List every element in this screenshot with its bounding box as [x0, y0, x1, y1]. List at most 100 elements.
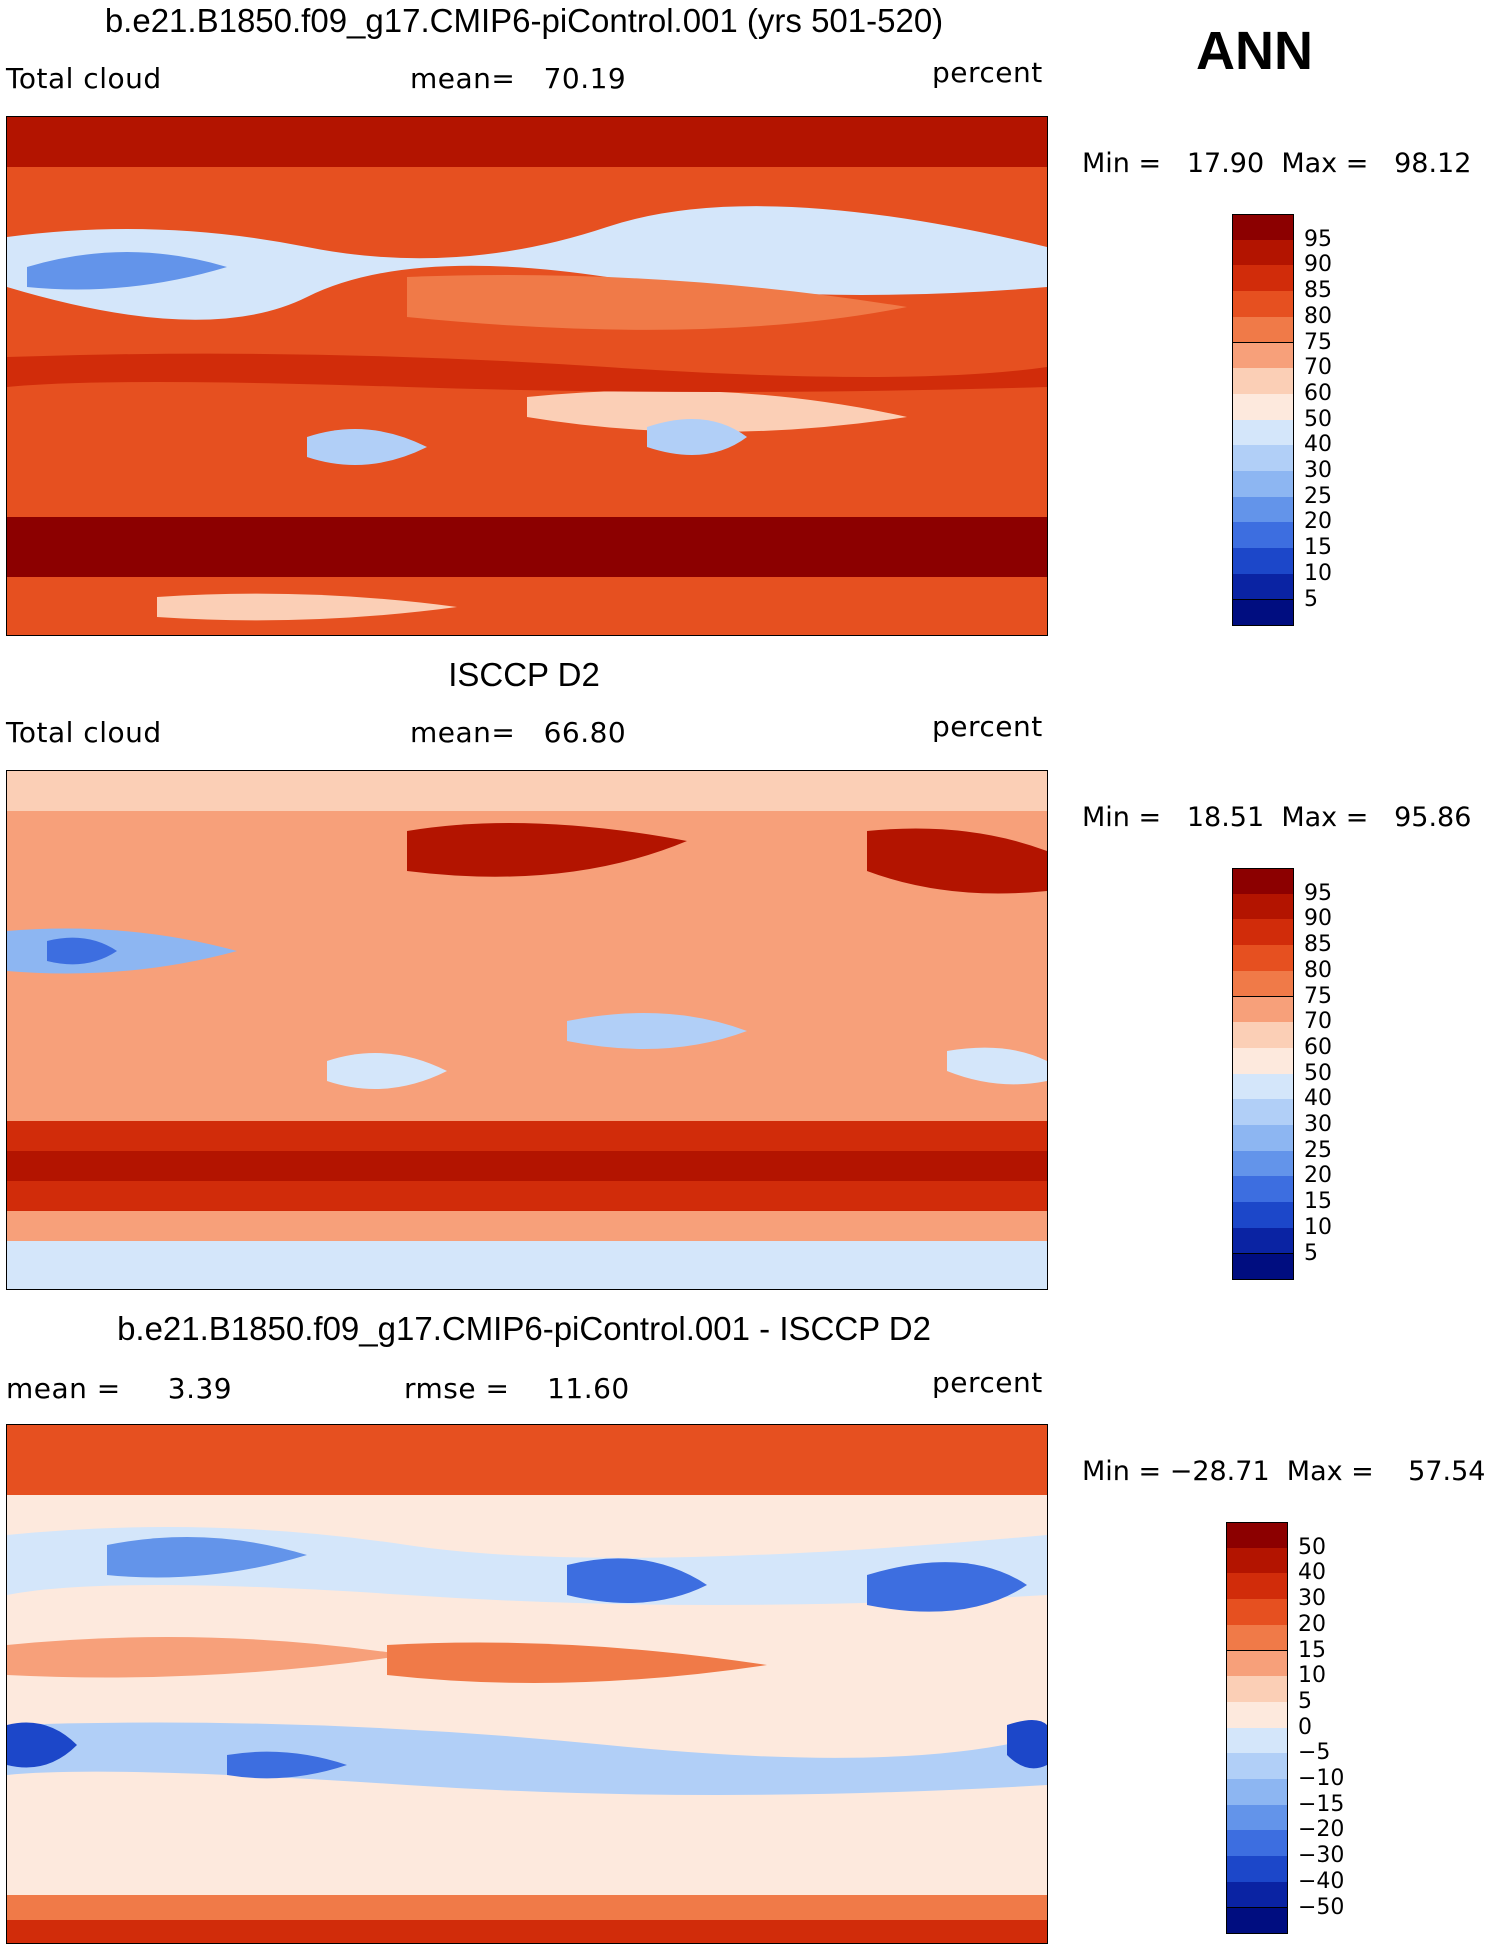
- colorbar-box: [1226, 1624, 1288, 1652]
- colorbar-tick-label: 40: [1304, 1086, 1332, 1112]
- panel2-units-label: percent: [932, 710, 1043, 743]
- colorbar-tick-label: 90: [1304, 906, 1332, 932]
- colorbar-box: [1232, 214, 1294, 242]
- colorbar-tick-label: 20: [1304, 1163, 1332, 1189]
- colorbar-tick-label: 25: [1304, 1137, 1332, 1163]
- panel3-contour-field: [7, 1425, 1047, 1943]
- colorbar-box: [1232, 265, 1294, 293]
- colorbar-box: [1232, 1253, 1294, 1281]
- colorbar-tick-label: 60: [1304, 1034, 1332, 1060]
- colorbar-tick-label: 5: [1304, 586, 1318, 612]
- colorbar-box: [1226, 1727, 1288, 1755]
- colorbar-tick-label: 70: [1304, 355, 1332, 381]
- colorbar-tick-label: 75: [1304, 329, 1332, 355]
- panel3-rmse-label: rmse = 11.60: [404, 1372, 630, 1405]
- panel1-contour-field: [7, 117, 1047, 635]
- panel2-title: ISCCP D2: [448, 656, 600, 693]
- colorbar-box: [1226, 1676, 1288, 1703]
- colorbar-tick-label: −40: [1298, 1868, 1345, 1894]
- panel1-minmax: Min = 17.90 Max = 98.12: [1082, 148, 1472, 179]
- colorbar-box: [1232, 471, 1294, 498]
- colorbar-box: [1226, 1599, 1288, 1626]
- colorbar-box: [1232, 599, 1294, 627]
- colorbar-box: [1232, 1202, 1294, 1229]
- panel1-mean-label: mean= 70.19: [410, 62, 627, 95]
- colorbar-tick-label: 20: [1298, 1611, 1326, 1637]
- colorbar-tick-label: −30: [1298, 1843, 1345, 1869]
- colorbar-box: [1226, 1701, 1288, 1729]
- colorbar-tick-label: 25: [1304, 483, 1332, 509]
- panel1-variable-label: Total cloud: [6, 62, 162, 95]
- colorbar-tick-label: 30: [1304, 458, 1332, 483]
- colorbar-tick-label: 5: [1298, 1688, 1312, 1714]
- colorbar-box: [1226, 1779, 1288, 1806]
- colorbar-box: [1226, 1547, 1288, 1575]
- colorbar-tick-label: 10: [1304, 1214, 1332, 1240]
- colorbar-tick-label: 10: [1304, 560, 1332, 586]
- colorbar-box: [1232, 239, 1294, 267]
- colorbar-tick-label: 80: [1304, 957, 1332, 983]
- panel3-units-label: percent: [932, 1366, 1043, 1399]
- panel1-map: [6, 116, 1048, 636]
- panel1-units-label: percent: [932, 56, 1043, 89]
- colorbar-box: [1226, 1907, 1288, 1935]
- colorbar-box: [1232, 573, 1294, 601]
- colorbar-tick-label: 95: [1304, 880, 1332, 906]
- colorbar-box: [1226, 1753, 1288, 1780]
- colorbar-tick-label: 70: [1304, 1009, 1332, 1035]
- colorbar-box: [1232, 496, 1294, 524]
- colorbar-tick-label: 80: [1304, 303, 1332, 329]
- colorbar-tick-label: 60: [1304, 380, 1332, 406]
- colorbar-box: [1226, 1522, 1288, 1550]
- colorbar-box: [1226, 1573, 1288, 1601]
- colorbar-tick-label: −5: [1298, 1740, 1331, 1766]
- colorbar-box: [1226, 1650, 1288, 1678]
- colorbar-tick-label: 10: [1298, 1663, 1326, 1689]
- colorbar-box: [1232, 1150, 1294, 1178]
- colorbar-tick-label: 5: [1304, 1240, 1318, 1266]
- colorbar-box: [1232, 522, 1294, 550]
- colorbar-box: [1232, 1022, 1294, 1049]
- colorbar-box: [1226, 1830, 1288, 1858]
- panel3-title: b.e21.B1850.f09_g17.CMIP6-piControl.001 …: [117, 1310, 931, 1347]
- colorbar-tick-label: −10: [1298, 1766, 1345, 1791]
- colorbar-box: [1232, 368, 1294, 395]
- panel3-mean-label: mean = 3.39: [6, 1372, 233, 1405]
- colorbar-tick-label: 40: [1304, 432, 1332, 458]
- colorbar-box: [1232, 1073, 1294, 1101]
- colorbar-tick-label: 85: [1304, 932, 1332, 958]
- colorbar-tick-label: 15: [1298, 1637, 1326, 1663]
- colorbar-box: [1232, 996, 1294, 1024]
- season-label: ANN: [1196, 21, 1313, 81]
- panel1-title: b.e21.B1850.f09_g17.CMIP6-piControl.001 …: [104, 2, 944, 39]
- colorbar-box: [1226, 1881, 1288, 1909]
- colorbar-tick-label: 15: [1304, 535, 1332, 561]
- colorbar-box: [1232, 970, 1294, 998]
- colorbar-tick-label: 50: [1304, 1060, 1332, 1086]
- colorbar-tick-label: −50: [1298, 1894, 1345, 1920]
- colorbar-tick-label: 90: [1304, 252, 1332, 278]
- colorbar-tick-label: 30: [1304, 1112, 1332, 1137]
- colorbar-tick-label: −15: [1298, 1791, 1345, 1817]
- colorbar-tick-label: 15: [1304, 1189, 1332, 1215]
- colorbar-box: [1232, 1176, 1294, 1204]
- colorbar-tick-label: 50: [1298, 1534, 1326, 1560]
- colorbar-box: [1232, 548, 1294, 575]
- colorbar-box: [1232, 893, 1294, 921]
- colorbar-box: [1232, 868, 1294, 896]
- colorbar-box: [1232, 393, 1294, 421]
- panel3-minmax: Min = −28.71 Max = 57.54: [1082, 1456, 1486, 1487]
- colorbar-box: [1226, 1856, 1288, 1883]
- panel2-minmax: Min = 18.51 Max = 95.86: [1082, 802, 1472, 833]
- colorbar-box: [1232, 1227, 1294, 1255]
- colorbar-tick-label: 40: [1298, 1560, 1326, 1586]
- colorbar-box: [1232, 1047, 1294, 1075]
- panel3-map: [6, 1424, 1048, 1944]
- colorbar-tick-label: 75: [1304, 983, 1332, 1009]
- colorbar-box: [1232, 419, 1294, 447]
- panel2-contour-field: [7, 771, 1047, 1289]
- colorbar-box: [1232, 291, 1294, 318]
- colorbar-tick-label: 85: [1304, 278, 1332, 304]
- colorbar-tick-label: 95: [1304, 226, 1332, 252]
- colorbar-tick-label: 30: [1298, 1586, 1326, 1612]
